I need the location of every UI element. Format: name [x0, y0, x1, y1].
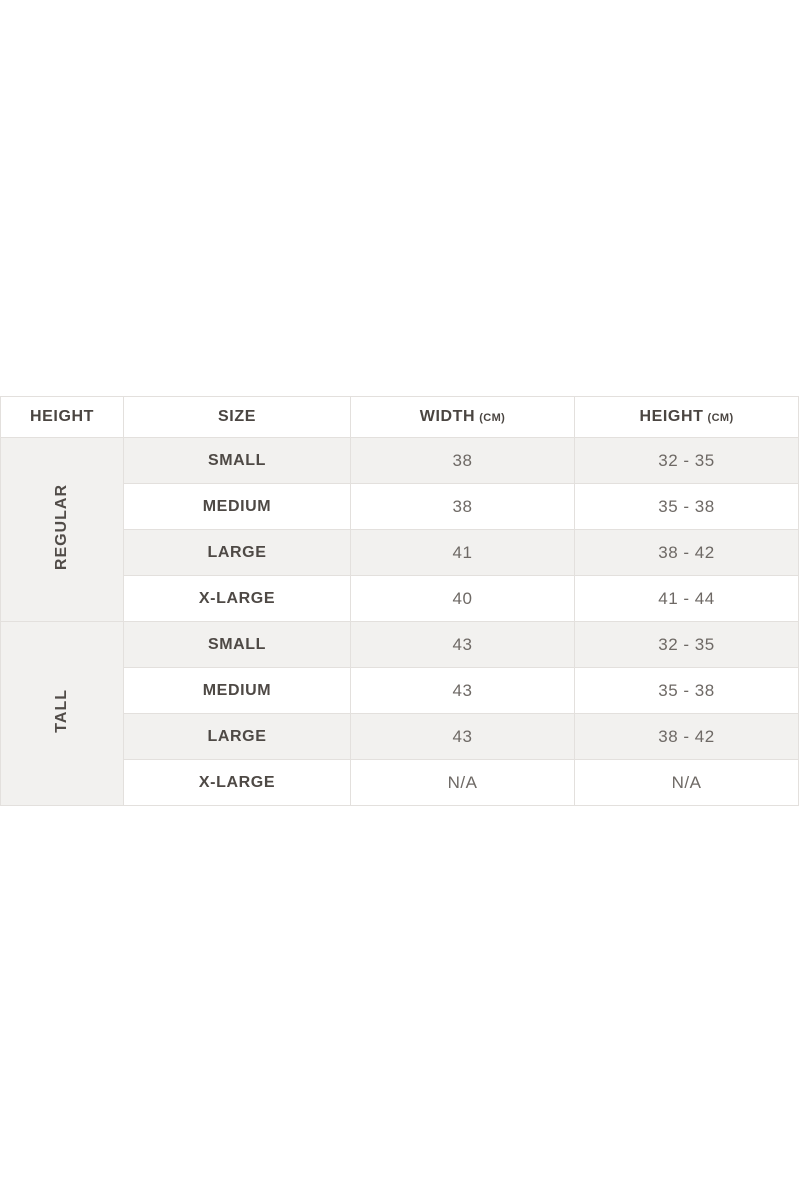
height-value-cell: 32 - 35 — [574, 437, 799, 484]
width-value-cell: 38 — [350, 483, 575, 530]
table-row: LARGE 43 38 - 42 — [1, 713, 799, 760]
col-header-height-cm: HEIGHT (CM) — [574, 396, 799, 438]
table-row: X-LARGE 40 41 - 44 — [1, 575, 799, 622]
size-cell: LARGE — [123, 529, 351, 576]
width-value-cell: 41 — [350, 529, 575, 576]
height-value-cell: 38 - 42 — [574, 713, 799, 760]
table-row: MEDIUM 43 35 - 38 — [1, 667, 799, 714]
group-label-regular: REGULAR — [53, 483, 70, 571]
table-row: REGULAR SMALL 38 32 - 35 — [0, 437, 799, 622]
size-cell: MEDIUM — [123, 483, 351, 530]
group-cell-regular: REGULAR — [0, 437, 124, 622]
table-row: MEDIUM 38 35 - 38 — [1, 483, 799, 530]
size-cell: X-LARGE — [123, 575, 351, 622]
table-row: X-LARGE N/A N/A — [1, 759, 799, 806]
size-cell: SMALL — [123, 437, 351, 484]
size-cell: MEDIUM — [123, 667, 351, 714]
group-cell-tall: TALL — [0, 621, 124, 806]
col-header-height-cm-label: HEIGHT — [639, 408, 704, 425]
header-row: HEIGHT SIZE WIDTH (CM) HEIGHT (CM) — [0, 396, 799, 438]
height-value-cell: 35 - 38 — [574, 667, 799, 714]
size-cell: X-LARGE — [123, 759, 351, 806]
size-cell: SMALL — [123, 621, 351, 668]
size-cell: LARGE — [123, 713, 351, 760]
table-row: TALL SMALL 43 32 - 35 — [0, 621, 799, 806]
table-row: LARGE 41 38 - 42 — [1, 529, 799, 576]
size-chart: HEIGHT SIZE WIDTH (CM) HEIGHT (CM) REGULAR… — [0, 396, 799, 806]
width-value-cell: 40 — [350, 575, 575, 622]
height-value-cell: 35 - 38 — [574, 483, 799, 530]
height-value-cell: 41 - 44 — [574, 575, 799, 622]
col-header-height-type: HEIGHT — [0, 396, 124, 438]
height-value-cell: N/A — [574, 759, 799, 806]
col-header-width-label: WIDTH — [419, 408, 476, 425]
height-value-cell: 32 - 35 — [574, 621, 799, 668]
width-value-cell: 38 — [350, 437, 575, 484]
size-chart-table: HEIGHT SIZE WIDTH (CM) HEIGHT (CM) REGULAR… — [0, 396, 799, 806]
width-value-cell: N/A — [350, 759, 575, 806]
col-header-size: SIZE — [123, 396, 351, 438]
col-header-width: WIDTH (CM) — [350, 396, 575, 438]
col-header-height-cm-unit: (CM) — [707, 412, 734, 424]
col-header-width-unit: (CM) — [479, 412, 506, 424]
group-label-tall: TALL — [53, 689, 70, 733]
width-value-cell: 43 — [350, 621, 575, 668]
width-value-cell: 43 — [350, 667, 575, 714]
height-value-cell: 38 - 42 — [574, 529, 799, 576]
width-value-cell: 43 — [350, 713, 575, 760]
